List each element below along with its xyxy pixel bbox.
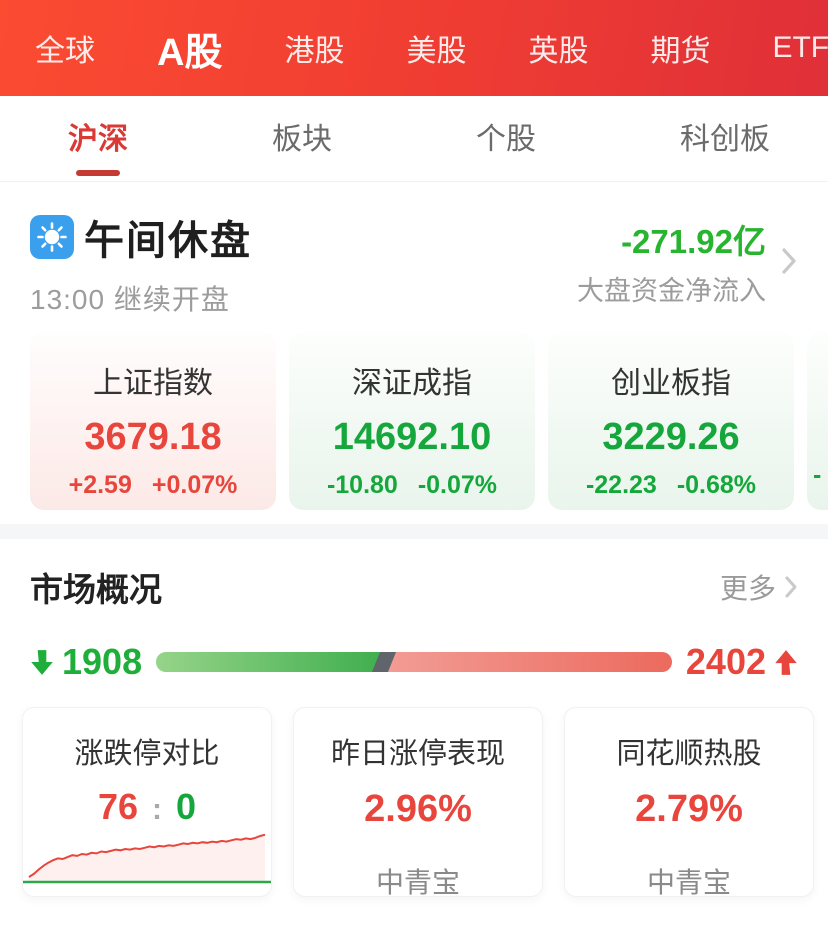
index-change: +2.59 (68, 471, 132, 499)
advancers-count: 2402 (685, 641, 766, 682)
breadth-bar-green (156, 652, 385, 672)
subnav-tab-label: 个股 (476, 122, 536, 156)
more-label: 更多 (719, 573, 776, 604)
card-stock-name: 中青宝 (646, 867, 731, 897)
index-change-pct: +0.07% (151, 471, 238, 499)
card-value: 2.79% (635, 788, 743, 830)
index-change: - (813, 461, 822, 489)
nav-tab-a-share[interactable]: A股 (157, 31, 223, 74)
index-card-shanghai[interactable]: 上证指数 3679.18 +2.59 +0.07% (30, 332, 276, 510)
index-card-chinext[interactable]: 创业板指 3229.26 -22.23 -0.68% (548, 332, 794, 510)
decliners-count: 1908 (62, 641, 143, 682)
index-value: 3229.26 (602, 416, 740, 458)
up-arrow-icon (774, 648, 798, 676)
more-link[interactable]: 更多 (720, 567, 798, 607)
nav-tab-hk[interactable]: 港股 (284, 35, 345, 68)
index-change: -22.23 (585, 471, 657, 499)
chevron-right-icon (784, 574, 798, 600)
nav-tab-us[interactable]: 美股 (406, 35, 467, 68)
session-title: 午间休盘 (84, 219, 252, 263)
active-tab-underline (76, 169, 120, 176)
net-inflow-value: -271.92亿 (621, 222, 766, 260)
subnav-tab-sectors[interactable]: 板块 (272, 96, 332, 182)
limit-up-count: 76 (97, 786, 138, 827)
breadth-bar-red (384, 652, 672, 672)
card-title: 昨日涨停表现 (330, 738, 505, 770)
index-card-row: 上证指数 3679.18 +2.59 +0.07% 深证成指 14692.10 … (0, 314, 828, 524)
index-name: 深证成指 (352, 367, 472, 400)
down-arrow-icon (30, 648, 54, 676)
session-banner[interactable]: 午间休盘 13:00 继续开盘 -271.92亿 大盘资金净流入 (0, 182, 828, 315)
market-overview-header: 市场概况 更多 (0, 563, 828, 611)
nav-tab-futures[interactable]: 期货 (650, 35, 711, 68)
subnav-tab-label: 板块 (272, 122, 332, 156)
index-card-shenzhen[interactable]: 深证成指 14692.10 -10.80 -0.07% (289, 332, 535, 510)
index-value: 14692.10 (332, 416, 492, 458)
limit-trend-sparkline (23, 816, 271, 890)
index-value: 3679.18 (84, 416, 222, 458)
market-overview-title: 市场概况 (30, 571, 162, 608)
index-name: 上证指数 (93, 367, 213, 400)
sub-nav: 沪深 板块 个股 科创板 (0, 96, 828, 182)
market-card-row: 涨跌停对比 76 : 0 昨日涨停表现 2.96% 中青宝 同花顺热股 2.79… (0, 707, 828, 897)
chevron-right-icon (780, 244, 798, 278)
nav-tab-global[interactable]: 全球 (35, 35, 95, 68)
index-card-partial[interactable]: - (807, 332, 828, 510)
card-value: 2.96% (364, 788, 472, 830)
advance-decline-bar: 1908 2402 (0, 641, 828, 683)
limit-down-count: 0 (176, 786, 197, 827)
section-divider (0, 524, 828, 539)
ratio-separator: : (152, 793, 162, 826)
top-nav: 全球 A股 港股 美股 英股 期货 ETF (0, 0, 828, 96)
net-inflow-label: 大盘资金净流入 (577, 275, 766, 306)
card-stock-name: 中青宝 (375, 867, 460, 897)
yesterday-limit-card[interactable]: 昨日涨停表现 2.96% 中青宝 (293, 707, 543, 897)
subnav-tab-label: 科创板 (680, 122, 770, 156)
nav-tab-uk[interactable]: 英股 (528, 35, 589, 68)
session-time-note: 13:00 继续开盘 (30, 284, 230, 315)
hot-stock-card[interactable]: 同花顺热股 2.79% 中青宝 (564, 707, 814, 897)
breadth-bar (156, 652, 672, 672)
index-change: -10.80 (326, 471, 398, 499)
card-title: 同花顺热股 (616, 738, 762, 770)
index-name: 创业板指 (611, 367, 731, 400)
index-change-pct: -0.68% (676, 471, 757, 499)
index-change-pct: -0.07% (417, 471, 498, 499)
card-title: 涨跌停对比 (74, 738, 220, 770)
nav-tab-etf[interactable]: ETF (772, 31, 828, 64)
limit-ratio-card[interactable]: 涨跌停对比 76 : 0 (22, 707, 272, 897)
sun-icon (30, 215, 74, 259)
subnav-tab-star-market[interactable]: 科创板 (680, 96, 770, 182)
subnav-tab-stocks[interactable]: 个股 (476, 96, 536, 182)
subnav-tab-hushen[interactable]: 沪深 (68, 96, 128, 182)
subnav-tab-label: 沪深 (68, 122, 128, 156)
